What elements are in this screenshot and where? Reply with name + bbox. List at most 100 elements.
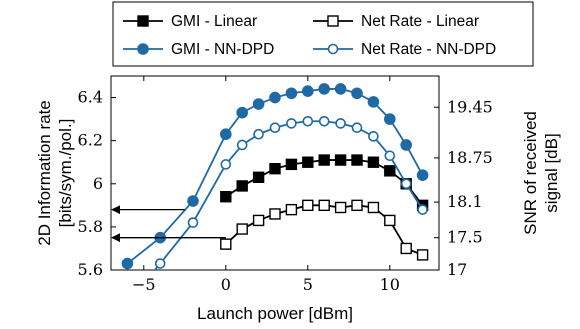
data-point: [123, 298, 132, 307]
series-3: [123, 115, 428, 307]
data-point: [318, 154, 330, 166]
legend-entry: Net Rate - Linear: [313, 13, 479, 30]
data-point: [400, 178, 412, 190]
data-point: [384, 165, 396, 177]
data-point: [318, 83, 331, 95]
x-axis-label: Launch power [dBm]: [197, 304, 353, 323]
data-point: [367, 156, 380, 168]
data-point: [384, 150, 396, 162]
y-axis-label-line: 2D Information rate: [35, 100, 54, 246]
series-1: [220, 199, 429, 261]
data-point: [302, 199, 314, 212]
data-point: [236, 223, 248, 235]
data-point: [351, 122, 363, 134]
legend: GMI - Linear Net Rate - Linear GMI - NN-DP…: [112, 1, 534, 67]
data-point: [285, 203, 298, 216]
data-point: [416, 169, 429, 181]
data-point: [187, 217, 199, 228]
data-point: [269, 162, 281, 175]
data-point: [334, 154, 347, 166]
legend-entry: GMI - Linear: [123, 13, 257, 30]
legend-box: [112, 1, 534, 67]
plot-frame: [110, 75, 440, 271]
data-point: [252, 214, 265, 227]
legend-marker: [327, 15, 339, 27]
y2-tick-label: 17.5: [447, 228, 483, 247]
data-point: [269, 208, 281, 220]
legend-label: GMI - NN-DPD: [171, 41, 274, 58]
y2-tick-label: 19.45: [447, 97, 493, 116]
data-point: [236, 180, 248, 192]
x-tick-label: −5: [132, 275, 156, 294]
data-point: [285, 158, 298, 171]
y2-tick-label: 18.75: [447, 148, 493, 167]
data-point: [383, 113, 396, 125]
y2-tick-label: 17: [447, 260, 467, 279]
data-point: [367, 201, 380, 214]
data-point: [335, 118, 346, 129]
series-layer: [121, 83, 429, 307]
legend-label: Net Rate - Linear: [361, 13, 479, 30]
data-point: [334, 201, 347, 214]
data-point: [269, 122, 281, 134]
data-point: [416, 249, 429, 261]
data-point: [269, 91, 281, 104]
data-point: [220, 128, 232, 140]
data-point: [400, 139, 413, 151]
legend-marker: [137, 15, 149, 27]
legend-label: GMI - Linear: [171, 13, 257, 30]
y-tick-label: 5.8: [78, 217, 103, 236]
data-point: [368, 131, 379, 142]
series-2: [121, 83, 429, 270]
series-line: [153, 120, 424, 270]
data-point: [400, 242, 412, 255]
data-point: [302, 115, 314, 127]
data-point: [220, 191, 232, 203]
data-point: [121, 257, 134, 270]
legend-marker: [137, 43, 149, 55]
y2-axis-label-line: signal [dB]: [542, 133, 561, 212]
data-point: [318, 115, 330, 127]
data-point: [154, 258, 166, 269]
y2-tick-label: 18.1: [447, 192, 483, 211]
data-point: [417, 204, 428, 215]
legend-label: Net Rate - NN-DPD: [361, 41, 496, 58]
y2-axis-label: SNR of received signal [dB]: [521, 111, 561, 235]
legend-marker: [327, 43, 339, 55]
y-tick-label: 5.6: [78, 260, 103, 279]
data-point: [252, 171, 265, 184]
legend-entry: GMI - NN-DPD: [123, 41, 274, 58]
data-point: [236, 139, 248, 151]
data-point: [351, 154, 363, 166]
x-tick-label: 0: [221, 275, 231, 294]
series-line: [225, 204, 423, 256]
y-axis-label: 2D Information rate [bits/sym./pol.]: [35, 100, 75, 246]
y-axis-label-line: [bits/sym./pol.]: [56, 119, 75, 228]
data-point: [236, 106, 248, 119]
data-point: [351, 199, 363, 212]
data-point: [301, 85, 314, 97]
data-point: [220, 159, 232, 170]
x-tick-label: 5: [303, 275, 313, 294]
y-tick-label: 6.2: [78, 131, 103, 150]
data-point: [318, 199, 330, 212]
data-point: [286, 118, 297, 129]
data-point: [187, 195, 199, 207]
data-point: [302, 156, 314, 168]
data-point: [220, 238, 232, 250]
data-point: [334, 83, 347, 95]
y-tick-label: 6: [93, 174, 103, 193]
data-point: [367, 96, 380, 108]
data-point: [384, 214, 396, 227]
y2-axis-label-line: SNR of received: [521, 111, 540, 235]
y-tick-label: 6.4: [78, 88, 103, 107]
data-point: [351, 87, 363, 100]
data-point: [252, 98, 265, 110]
plot-area: −5 0 5 10 5.6 5.8 6 6.2 6.4 17 17.5 18.1 18.75 19.45 L…: [35, 75, 561, 323]
data-point: [253, 128, 264, 140]
data-point: [285, 87, 298, 100]
x-tick-label: 10: [380, 275, 400, 294]
legend-entry: Net Rate - NN-DPD: [313, 41, 496, 58]
